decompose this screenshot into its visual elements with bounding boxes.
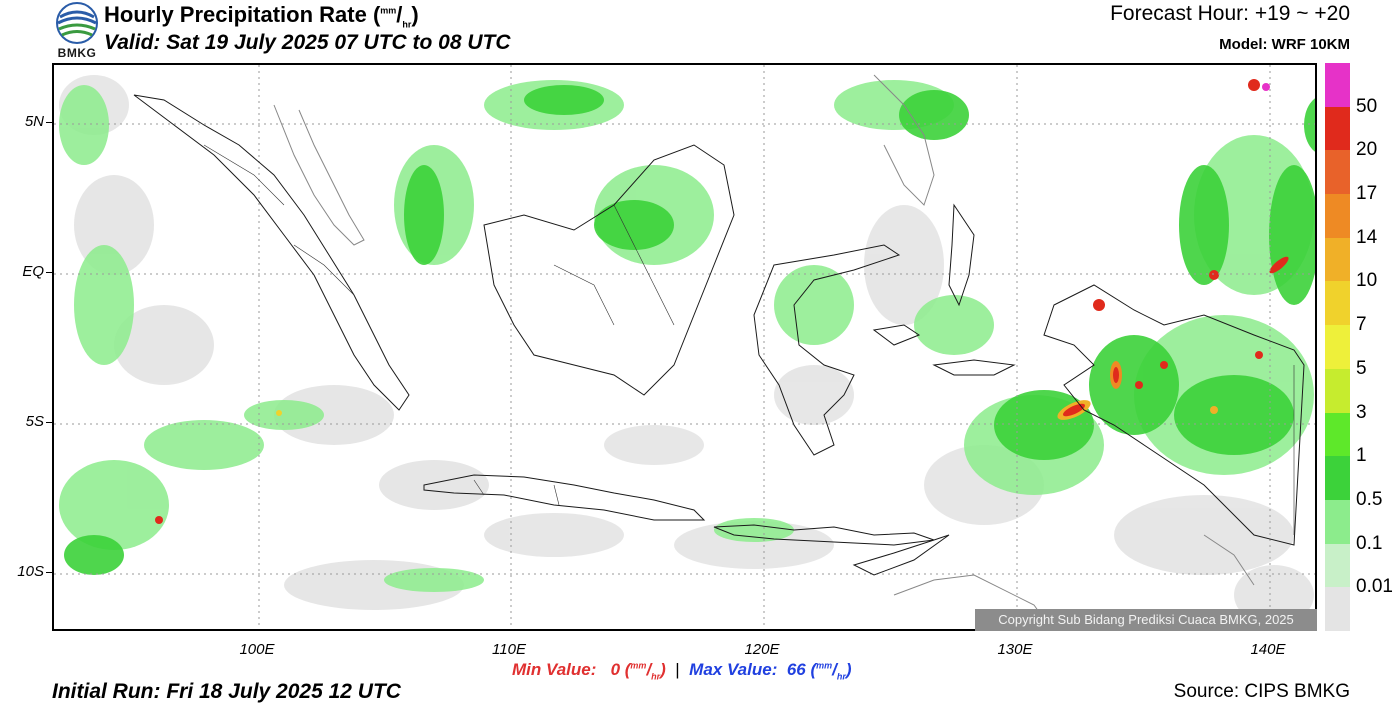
model-label: Model: WRF 10KM: [1219, 36, 1350, 53]
colorbar-swatch: [1325, 194, 1350, 238]
lon-label-130e: 130E: [997, 641, 1033, 658]
precipitation-map[interactable]: [52, 63, 1317, 631]
colorbar-label: 20: [1356, 139, 1378, 161]
colorbar-label: 1: [1356, 445, 1367, 467]
admin-borders: [203, 144, 1295, 535]
colorbar-label: 0.1: [1356, 532, 1383, 554]
lon-label-100e: 100E: [239, 641, 275, 658]
colorbar-swatch: [1325, 499, 1350, 544]
colorbar-swatch: [1325, 281, 1350, 326]
lon-label-120e: 120E: [744, 641, 780, 658]
seram-outline: [932, 359, 1016, 376]
sumatra-outline: [133, 94, 410, 411]
philippines-outline: [873, 74, 935, 206]
colorbar-swatch: [1325, 412, 1350, 457]
colorbar-swatch: [1325, 587, 1350, 631]
map-canvas: [54, 65, 1315, 629]
colorbar-swatch: [1325, 456, 1350, 500]
logo-text: BMKG: [57, 46, 97, 60]
lat-label-5n: 5N: [24, 113, 44, 130]
lat-tick: [46, 572, 52, 573]
buru-outline: [872, 324, 921, 346]
lat-label-10s: 10S: [17, 563, 44, 580]
colorbar-label: 5: [1356, 357, 1367, 379]
colorbar-swatch: [1325, 237, 1350, 282]
trace-rain-layer: [59, 75, 1314, 625]
lat-label-5s: 5S: [25, 413, 44, 430]
forecast-hour: Forecast Hour: +19 ~ +20: [1110, 2, 1350, 25]
min-value-text: Min Value: 0 (mm/hr): [512, 660, 666, 682]
timor-outline: [852, 534, 950, 576]
sulawesi-outline: [753, 244, 901, 456]
colorbar-label: 7: [1356, 314, 1367, 336]
colorbar-label: 0.01: [1356, 576, 1393, 598]
page-title: Hourly Precipitation Rate (mm/hr): [104, 2, 419, 30]
colorbar-swatch: [1325, 150, 1350, 195]
min-max-values: Min Value: 0 (mm/hr) | Max Value: 66 (mm…: [512, 660, 852, 682]
valid-time: Valid: Sat 19 July 2025 07 UTC to 08 UTC: [104, 31, 511, 54]
bmkg-logo: [56, 2, 98, 44]
lat-tick: [46, 122, 52, 123]
copyright-notice: Copyright Sub Bidang Prediksi Cuaca BMKG…: [975, 609, 1317, 631]
colorbar-label: 14: [1356, 226, 1378, 248]
lon-label-110e: 110E: [492, 641, 526, 658]
australia-north-outline: [1203, 534, 1255, 586]
colorbar-label: 0.5: [1356, 488, 1383, 510]
colorbar-swatch: [1325, 368, 1350, 413]
colorbar-label: 17: [1356, 183, 1378, 205]
new-guinea-outline: [1043, 284, 1305, 546]
colorbar-swatch: [1325, 325, 1350, 369]
colorbar-swatch: [1325, 63, 1350, 107]
lat-tick: [46, 422, 52, 423]
maluku-outline: [948, 203, 975, 307]
colorbar-label: 10: [1356, 270, 1378, 292]
java-outline: [423, 474, 706, 521]
coastlines: [133, 74, 1305, 629]
lat-tick: [46, 272, 52, 273]
initial-run: Initial Run: Fri 18 July 2025 12 UTC: [52, 680, 401, 703]
heavy-rain-layer: [155, 79, 1289, 524]
borneo-outline: [483, 144, 735, 396]
colorbar-swatch: [1325, 543, 1350, 588]
colorbar-label: 3: [1356, 401, 1367, 423]
colorbar-swatch: [1325, 106, 1350, 151]
max-value-text: Max Value: 66 (mm/hr): [689, 660, 852, 682]
lat-lon-grid: [54, 65, 1315, 629]
source-label: Source: CIPS BMKG: [1173, 681, 1350, 702]
colorbar-label: 50: [1356, 95, 1378, 117]
lat-label-eq: EQ: [22, 263, 44, 280]
moderate-rain-layer: [64, 85, 1315, 575]
colorbar: [1325, 63, 1350, 631]
lon-label-140e: 140E: [1250, 641, 1286, 658]
malay-peninsula-outline: [273, 104, 365, 246]
